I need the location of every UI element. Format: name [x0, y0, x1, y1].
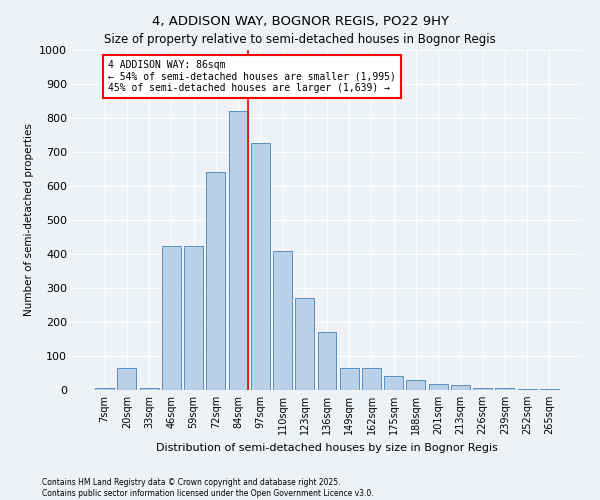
Bar [340, 368, 359, 390]
Bar [118, 368, 136, 390]
Text: 4 ADDISON WAY: 86sqm
← 54% of semi-detached houses are smaller (1,995)
45% of se: 4 ADDISON WAY: 86sqm ← 54% of semi-detac… [108, 60, 396, 94]
Bar [140, 388, 158, 390]
Bar [406, 380, 425, 390]
Bar [251, 144, 270, 390]
Bar [229, 111, 248, 390]
Bar [518, 389, 536, 390]
Bar [162, 246, 181, 390]
Bar [295, 298, 314, 390]
Bar [451, 385, 470, 390]
Text: 4, ADDISON WAY, BOGNOR REGIS, PO22 9HY: 4, ADDISON WAY, BOGNOR REGIS, PO22 9HY [151, 15, 449, 28]
Y-axis label: Number of semi-detached properties: Number of semi-detached properties [23, 124, 34, 316]
Bar [429, 384, 448, 390]
Bar [496, 388, 514, 390]
X-axis label: Distribution of semi-detached houses by size in Bognor Regis: Distribution of semi-detached houses by … [156, 442, 498, 452]
Bar [473, 388, 492, 390]
Bar [362, 368, 381, 390]
Bar [206, 172, 225, 390]
Bar [184, 246, 203, 390]
Text: Contains HM Land Registry data © Crown copyright and database right 2025.
Contai: Contains HM Land Registry data © Crown c… [42, 478, 374, 498]
Bar [273, 250, 292, 390]
Bar [317, 332, 337, 390]
Bar [384, 376, 403, 390]
Bar [95, 388, 114, 390]
Text: Size of property relative to semi-detached houses in Bognor Regis: Size of property relative to semi-detach… [104, 32, 496, 46]
